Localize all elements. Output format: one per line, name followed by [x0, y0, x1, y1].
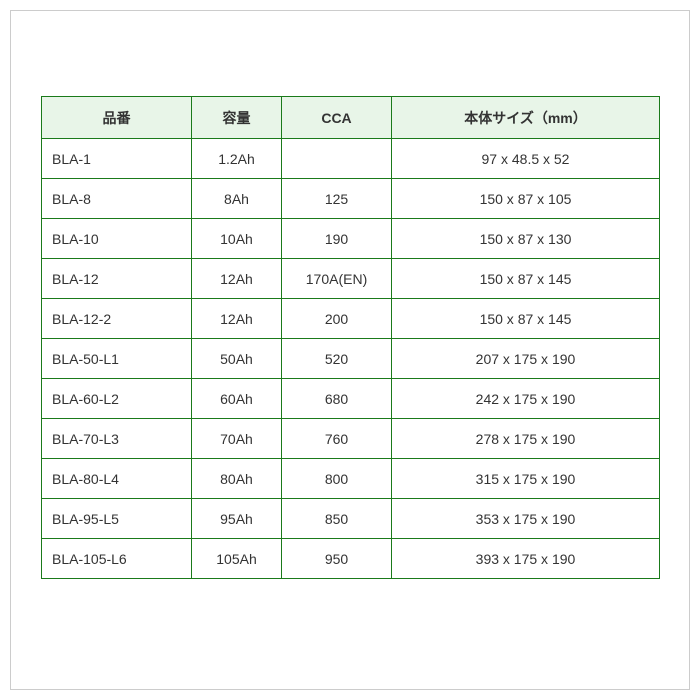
cell-part: BLA-8 [42, 179, 192, 219]
cell-cap: 12Ah [192, 299, 282, 339]
battery-spec-table: 品番 容量 CCA 本体サイズ（mm） BLA-1 1.2Ah 97 x 48.… [41, 96, 660, 579]
cell-part: BLA-12-2 [42, 299, 192, 339]
cell-part: BLA-10 [42, 219, 192, 259]
cell-size: 393 x 175 x 190 [392, 539, 660, 579]
table-row: BLA-70-L3 70Ah 760 278 x 175 x 190 [42, 419, 660, 459]
cell-part: BLA-105-L6 [42, 539, 192, 579]
col-header-size: 本体サイズ（mm） [392, 97, 660, 139]
cell-size: 207 x 175 x 190 [392, 339, 660, 379]
image-frame: 品番 容量 CCA 本体サイズ（mm） BLA-1 1.2Ah 97 x 48.… [10, 10, 690, 690]
cell-size: 150 x 87 x 145 [392, 259, 660, 299]
cell-size: 278 x 175 x 190 [392, 419, 660, 459]
cell-cap: 105Ah [192, 539, 282, 579]
table-row: BLA-10 10Ah 190 150 x 87 x 130 [42, 219, 660, 259]
col-header-cca: CCA [282, 97, 392, 139]
cell-cap: 50Ah [192, 339, 282, 379]
table-body: BLA-1 1.2Ah 97 x 48.5 x 52 BLA-8 8Ah 125… [42, 139, 660, 579]
cell-cap: 10Ah [192, 219, 282, 259]
cell-cap: 12Ah [192, 259, 282, 299]
cell-part: BLA-95-L5 [42, 499, 192, 539]
cell-part: BLA-50-L1 [42, 339, 192, 379]
cell-cca: 760 [282, 419, 392, 459]
table-row: BLA-50-L1 50Ah 520 207 x 175 x 190 [42, 339, 660, 379]
cell-cca: 190 [282, 219, 392, 259]
cell-cca: 125 [282, 179, 392, 219]
table-header-row: 品番 容量 CCA 本体サイズ（mm） [42, 97, 660, 139]
table-row: BLA-80-L4 80Ah 800 315 x 175 x 190 [42, 459, 660, 499]
cell-part: BLA-60-L2 [42, 379, 192, 419]
cell-cap: 95Ah [192, 499, 282, 539]
cell-part: BLA-70-L3 [42, 419, 192, 459]
table-row: BLA-60-L2 60Ah 680 242 x 175 x 190 [42, 379, 660, 419]
cell-cca: 520 [282, 339, 392, 379]
table-row: BLA-12 12Ah 170A(EN) 150 x 87 x 145 [42, 259, 660, 299]
cell-cca: 200 [282, 299, 392, 339]
table-row: BLA-105-L6 105Ah 950 393 x 175 x 190 [42, 539, 660, 579]
cell-size: 315 x 175 x 190 [392, 459, 660, 499]
table-row: BLA-8 8Ah 125 150 x 87 x 105 [42, 179, 660, 219]
cell-size: 150 x 87 x 130 [392, 219, 660, 259]
col-header-part: 品番 [42, 97, 192, 139]
cell-cap: 8Ah [192, 179, 282, 219]
table-row: BLA-1 1.2Ah 97 x 48.5 x 52 [42, 139, 660, 179]
cell-size: 353 x 175 x 190 [392, 499, 660, 539]
cell-cca [282, 139, 392, 179]
col-header-capacity: 容量 [192, 97, 282, 139]
cell-size: 150 x 87 x 105 [392, 179, 660, 219]
cell-cca: 800 [282, 459, 392, 499]
cell-part: BLA-12 [42, 259, 192, 299]
cell-part: BLA-80-L4 [42, 459, 192, 499]
cell-size: 242 x 175 x 190 [392, 379, 660, 419]
battery-spec-table-container: 品番 容量 CCA 本体サイズ（mm） BLA-1 1.2Ah 97 x 48.… [41, 96, 659, 579]
cell-cap: 70Ah [192, 419, 282, 459]
cell-cca: 680 [282, 379, 392, 419]
cell-cap: 80Ah [192, 459, 282, 499]
table-row: BLA-95-L5 95Ah 850 353 x 175 x 190 [42, 499, 660, 539]
table-row: BLA-12-2 12Ah 200 150 x 87 x 145 [42, 299, 660, 339]
cell-cap: 1.2Ah [192, 139, 282, 179]
cell-cap: 60Ah [192, 379, 282, 419]
cell-cca: 950 [282, 539, 392, 579]
cell-cca: 850 [282, 499, 392, 539]
cell-cca: 170A(EN) [282, 259, 392, 299]
cell-size: 150 x 87 x 145 [392, 299, 660, 339]
cell-size: 97 x 48.5 x 52 [392, 139, 660, 179]
cell-part: BLA-1 [42, 139, 192, 179]
